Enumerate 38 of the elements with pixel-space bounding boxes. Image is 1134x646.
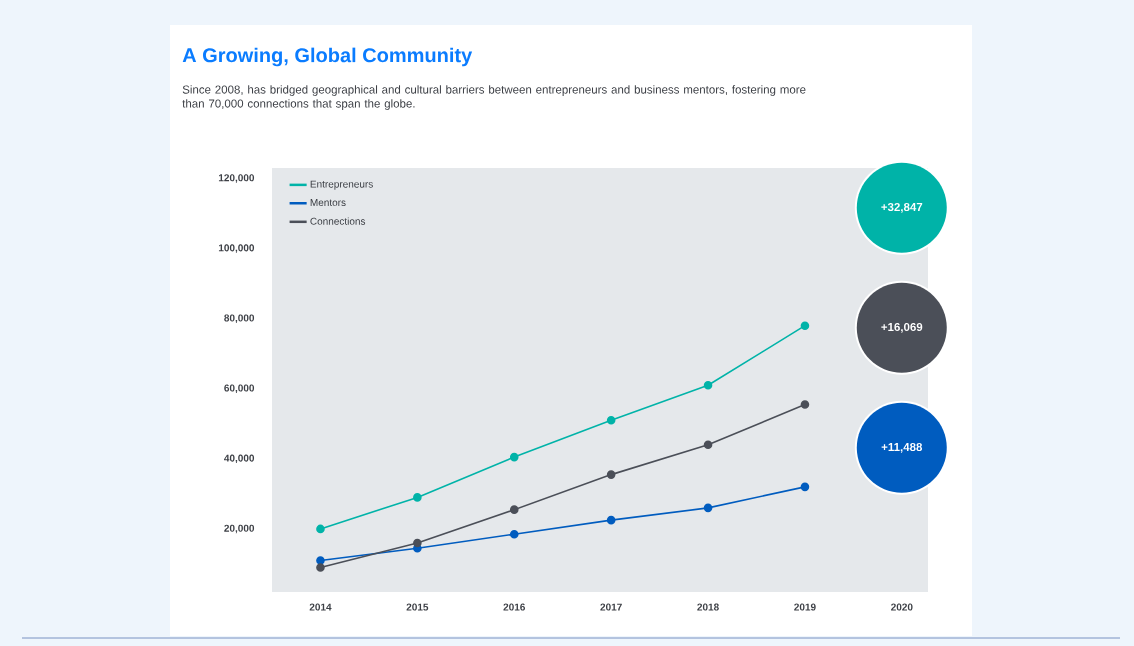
point xyxy=(509,452,519,462)
annotation: +32,847 xyxy=(881,202,923,213)
chart-title: A Growing, Global Community xyxy=(182,47,473,67)
point xyxy=(703,503,713,513)
point xyxy=(606,515,616,525)
x-tick-label: 2016 xyxy=(503,603,526,611)
point xyxy=(316,556,325,565)
point xyxy=(316,563,325,572)
point xyxy=(509,529,519,539)
y-tick-label: 20,000 xyxy=(224,524,255,534)
point xyxy=(606,470,616,479)
x-tick-label: 2019 xyxy=(794,603,816,611)
point xyxy=(703,380,713,390)
y-tick-label: 60,000 xyxy=(224,384,255,394)
x-tick-label: 2014 xyxy=(309,603,332,611)
y-tick-label: 100,000 xyxy=(218,244,255,253)
point xyxy=(316,524,325,534)
annotation: +16,069 xyxy=(881,322,923,333)
y-tick-label: 40,000 xyxy=(224,454,255,464)
point xyxy=(800,321,810,330)
point xyxy=(413,493,422,502)
x-tick-label: 2020 xyxy=(891,603,913,611)
legend-label: Connections xyxy=(310,217,366,225)
chart-subtitle: Since 2008, has bridged geographical and cultural barriers between entrepreneurs and business mentors, fostering more than 70,000 connections that span the globe. xyxy=(182,85,806,110)
x-tick-label: 2015 xyxy=(406,603,429,611)
annotation: +11,488 xyxy=(881,442,923,453)
x-tick-label: 2017 xyxy=(600,603,622,611)
point xyxy=(413,538,422,548)
point xyxy=(703,440,713,450)
legend-label: Mentors xyxy=(310,199,346,207)
x-tick-label: 2018 xyxy=(697,603,719,611)
point xyxy=(800,482,810,492)
legend-label: Entrepreneurs xyxy=(310,180,373,190)
point xyxy=(800,400,810,409)
y-tick-label: 120,000 xyxy=(218,174,255,183)
point xyxy=(509,505,519,514)
point xyxy=(606,416,616,425)
y-tick-label: 80,000 xyxy=(224,314,255,323)
